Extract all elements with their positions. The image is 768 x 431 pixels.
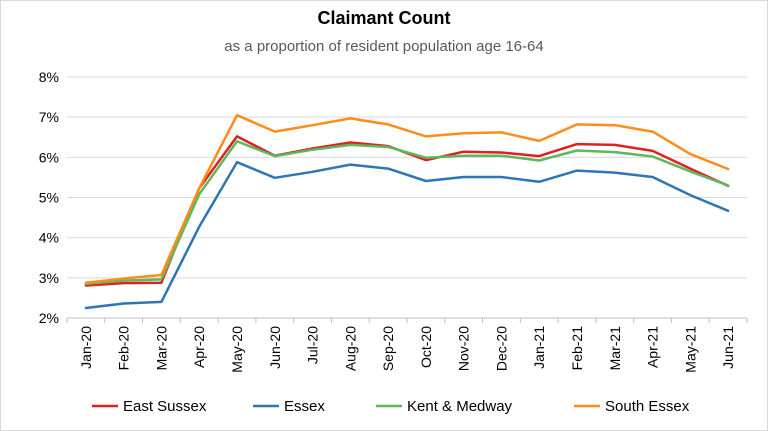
y-tick-label: 4% — [39, 230, 59, 246]
y-tick-label: 5% — [39, 190, 59, 206]
x-tick-label: May-20 — [229, 326, 245, 373]
x-tick-label: Jul-20 — [305, 326, 321, 364]
chart-subtitle: as a proportion of resident population a… — [224, 38, 544, 55]
x-tick-label: Jun-21 — [720, 326, 736, 369]
x-axis — [66, 317, 748, 323]
x-tick-label: Oct-20 — [418, 326, 434, 368]
legend-label: East Sussex — [123, 398, 207, 415]
y-tick-label: 6% — [39, 149, 59, 165]
series-line — [84, 113, 730, 284]
series-lines — [84, 113, 730, 310]
x-tick-label: Apr-20 — [191, 326, 207, 368]
gridlines — [67, 76, 747, 319]
x-tick-label: Jun-20 — [267, 326, 283, 369]
x-tick-label: Mar-21 — [607, 326, 623, 371]
series-line — [84, 140, 730, 286]
x-tick-label: Nov-20 — [456, 326, 472, 371]
x-tick-label: Aug-20 — [342, 326, 358, 371]
x-tick-label: Mar-20 — [153, 326, 169, 371]
x-tick-label: Sep-20 — [380, 326, 396, 371]
legend-label: South Essex — [605, 398, 690, 415]
chart-title: Claimant Count — [317, 8, 451, 28]
x-tick-label: Feb-21 — [569, 326, 585, 371]
y-tick-label: 7% — [39, 109, 59, 125]
y-axis-ticks: 2% 3% 4% 5% 6% 7% 8% — [39, 69, 59, 326]
x-tick-label: Feb-20 — [116, 326, 132, 371]
y-tick-label: 2% — [39, 310, 59, 326]
x-tick-label: Jan-21 — [531, 326, 547, 369]
series-line — [84, 160, 730, 310]
x-axis-ticks: Jan-20 Feb-20 Mar-20 Apr-20 May-20 Jun-20 Jul-… — [78, 326, 736, 373]
y-tick-label: 3% — [39, 270, 59, 286]
x-tick-label: Jan-20 — [78, 326, 94, 369]
legend-label: Kent & Medway — [407, 398, 513, 415]
y-tick-label: 8% — [39, 69, 59, 85]
x-tick-label: Apr-21 — [645, 326, 661, 368]
legend-label: Essex — [284, 398, 325, 415]
legend: East Sussex Essex Kent & Medway South Essex — [92, 398, 690, 415]
x-tick-label: May-21 — [682, 326, 698, 373]
x-tick-label: Dec-20 — [493, 326, 509, 371]
